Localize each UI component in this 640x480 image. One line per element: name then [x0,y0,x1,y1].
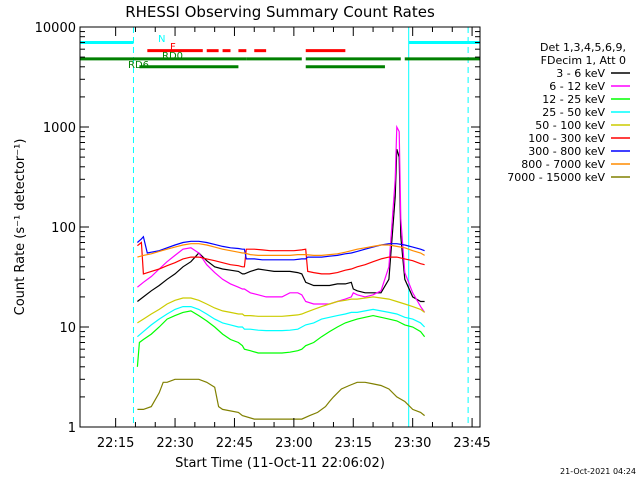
plot-frame [79,26,481,428]
series-line-1 [137,124,426,313]
series-line-6 [136,235,425,261]
x-tick-label: 23:30 [394,436,431,451]
axes-layer: 1 10 100 1000 10000 22:15 22:30 22:45 23:00 23:15… [35,21,491,451]
x-tick-label: 23:00 [275,436,312,451]
legend-entry-label: 50 - 100 keV [535,119,605,132]
flag-label-n: N [158,34,165,45]
legend-entry-label: 300 - 800 keV [528,145,605,158]
legend-entry-label: 800 - 7000 keV [521,158,605,171]
y-axis-label: Count Rate (s⁻¹ detector⁻¹) [13,139,28,316]
legend-entry-label: 6 - 12 keV [549,80,605,93]
flag-label-f: F [170,42,176,53]
flag-label-rd0: RD0 [162,51,183,62]
legend-header: FDecim 1, Att 0 [541,54,626,67]
legend-entry-label: 100 - 300 keV [528,132,605,145]
y-tick-label: 1 [68,421,76,436]
series-line-3 [137,306,426,338]
series-line-7 [137,243,425,258]
legend-entry-label: 7000 - 15000 keV [507,171,605,184]
y-tick-label: 10 [59,321,76,336]
x-tick-label: 22:45 [216,436,253,451]
x-axis-label: Start Time (11-Oct-11 22:06:02) [175,456,385,471]
y-tick-label: 10000 [35,21,76,36]
series-line-4 [137,296,425,324]
legend-entry-label: 12 - 25 keV [542,93,605,106]
x-tick-label: 22:30 [156,436,193,451]
series-line-2 [136,310,426,367]
y-tick-label: 1000 [43,121,76,136]
date-stamp: 21-Oct-2021 04:24 [560,467,636,476]
series-line-5 [137,241,425,275]
x-tick-label: 23:45 [453,436,490,451]
series-line-0 [137,149,425,303]
x-tick-label: 22:15 [97,436,134,451]
series-line-8 [137,378,425,420]
vlines-layer [79,27,469,427]
legend: Det 1,3,4,5,6,9,FDecim 1, Att 03 - 6 keV… [507,41,630,184]
series-layer [136,124,426,420]
legend-entry-label: 3 - 6 keV [556,67,605,80]
y-tick-label: 100 [51,221,76,236]
flag-label-rd6: RD6 [128,60,149,71]
legend-header: Det 1,3,4,5,6,9, [540,41,626,54]
legend-entry-label: 25 - 50 keV [542,106,605,119]
x-tick-label: 23:15 [335,436,372,451]
chart-title: RHESSI Observing Summary Count Rates [125,3,435,21]
